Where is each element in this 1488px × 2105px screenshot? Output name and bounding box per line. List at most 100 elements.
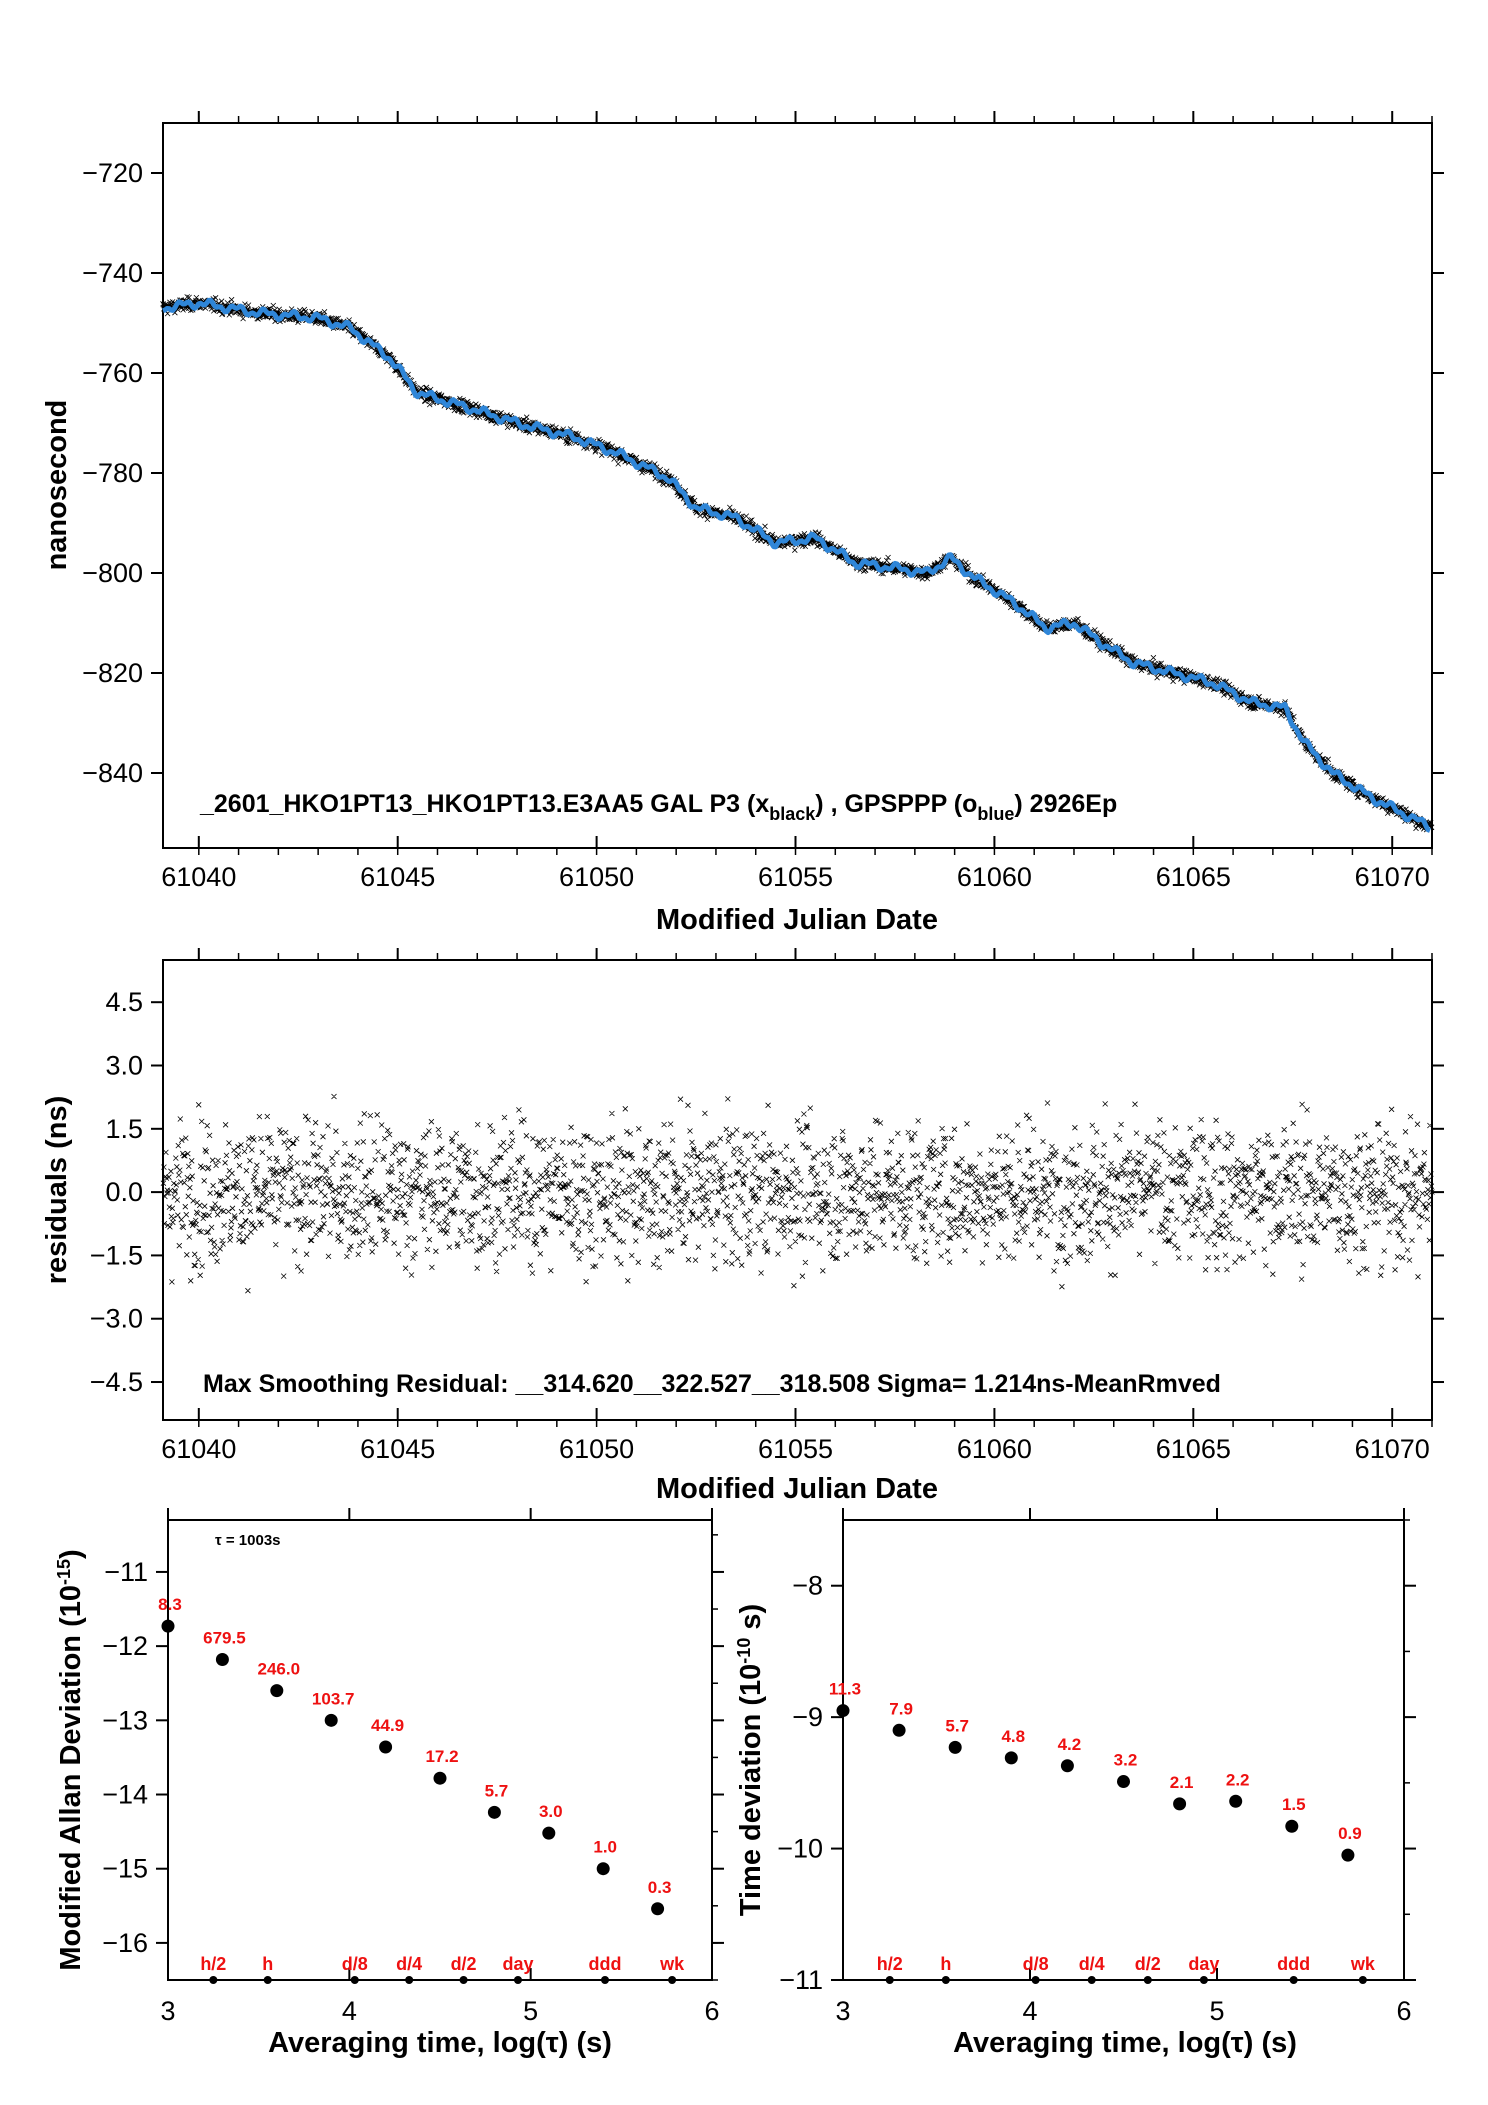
time-marker-label: h/2 xyxy=(877,1954,903,1974)
y-tick-label: −15 xyxy=(102,1854,148,1884)
stability-point-label: 4.8 xyxy=(1001,1727,1025,1746)
y-tick-label: −10 xyxy=(777,1834,823,1864)
mdev-ylabel-main: Modified Allan Deviation (10 xyxy=(55,1585,87,1971)
time-marker-dot xyxy=(1289,1976,1298,1984)
stability-point-label: 1.5 xyxy=(1282,1795,1306,1814)
y-tick-label: −820 xyxy=(82,658,143,688)
y-tick-label: −16 xyxy=(102,1928,148,1958)
tdev-ylabel: Time deviation (10-10 s) xyxy=(734,1604,767,1916)
mdev-ylabel-exp: -15 xyxy=(54,1559,74,1585)
x-tick-label: 61060 xyxy=(957,1434,1032,1464)
stability-point-label: 246.0 xyxy=(258,1660,301,1679)
time-marker-dot xyxy=(263,1976,272,1984)
y-tick-label: −12 xyxy=(102,1631,148,1661)
mdev-ylabel: Modified Allan Deviation (10-15) xyxy=(54,1549,87,1970)
residuals-series xyxy=(160,1093,1435,1294)
x-tick-label: 61050 xyxy=(559,862,634,892)
stability-point-label: 17.2 xyxy=(425,1747,458,1766)
time-marker-dot xyxy=(1031,1976,1040,1984)
tdev-xlabel: Averaging time, log(τ) (s) xyxy=(953,2027,1297,2059)
stability-point xyxy=(651,1902,665,1916)
y-tick-label: −840 xyxy=(82,758,143,788)
time-marker-dot xyxy=(601,1976,610,1984)
x-tick-label: 61055 xyxy=(758,862,833,892)
stability-point-label: 5.7 xyxy=(945,1716,969,1735)
x-tick-label: 61065 xyxy=(1156,1434,1231,1464)
stability-point-label: 1.0 xyxy=(593,1838,617,1857)
stability-point-label: 4.2 xyxy=(1058,1735,1082,1754)
y-tick-label: −8 xyxy=(792,1571,823,1601)
annotation-mid: ) , GPSPPP (o xyxy=(815,790,977,818)
tdev-ylabel-exp: -10 xyxy=(734,1638,754,1664)
stability-point-label: 8.3 xyxy=(158,1595,182,1614)
y-tick-label: −9 xyxy=(792,1702,823,1732)
time-marker-dot xyxy=(885,1976,894,1984)
x-tick-label: 61070 xyxy=(1355,862,1430,892)
stability-point xyxy=(1004,1751,1018,1765)
timeseries-ylabel: nanosecond xyxy=(41,400,73,571)
x-tick-label: 3 xyxy=(160,1996,175,2026)
mdev-xlabel: Averaging time, log(τ) (s) xyxy=(268,2027,612,2059)
y-tick-label: −800 xyxy=(82,558,143,588)
mdev-frame xyxy=(167,1519,713,1981)
time-marker-dot xyxy=(668,1976,677,1984)
tdev-panel: 3 4 5 6 −8 −9 −10 −11 11.3 7.9 5.7 4.8 4.2 3.2 2.1 2.2… xyxy=(734,1508,1416,2059)
tdev-ylabel-main: Time deviation (10 xyxy=(735,1664,767,1917)
y-tick-label: −780 xyxy=(82,458,143,488)
y-tick-label: 1.5 xyxy=(105,1114,143,1144)
annotation-sub-blue: blue xyxy=(977,804,1014,824)
timeseries-frame xyxy=(162,122,1433,849)
time-marker-dot xyxy=(1199,1976,1208,1984)
stability-point xyxy=(487,1805,501,1819)
y-tick-label: 4.5 xyxy=(105,987,143,1017)
time-marker-dot xyxy=(209,1976,218,1984)
y-tick-label: −760 xyxy=(82,358,143,388)
time-marker-label: day xyxy=(502,1954,533,1974)
mdev-ticks: 3 4 5 6 −11 −12 −13 −14 −15 −16 xyxy=(102,1508,724,2026)
x-tick-label: 6 xyxy=(1396,1996,1411,2026)
x-tick-label: 61070 xyxy=(1355,1434,1430,1464)
time-marker-label: ddd xyxy=(589,1954,622,1974)
annotation-prefix: _2601_HKO1PT13_HKO1PT13.E3AA5 GAL P3 (x xyxy=(199,790,769,818)
time-marker-label: ddd xyxy=(1277,1954,1310,1974)
stability-point xyxy=(542,1826,556,1840)
tdev-points: 11.3 7.9 5.7 4.8 4.2 3.2 2.1 2.2 1.5 0.9 xyxy=(829,1680,1362,1862)
tdev-ylabel-end: s) xyxy=(735,1604,767,1638)
timeseries-panel: 61040 61045 61050 61055 61060 61065 61070 −720 −… xyxy=(41,111,1444,936)
x-tick-label: 5 xyxy=(1209,1996,1224,2026)
x-tick-label: 4 xyxy=(1022,1996,1037,2026)
mdev-ylabel-end: ) xyxy=(55,1549,87,1559)
y-tick-label: −1.5 xyxy=(90,1240,143,1270)
y-tick-label: 0.0 xyxy=(105,1177,143,1207)
y-tick-label: −3.0 xyxy=(90,1304,143,1334)
stability-point-label: 3.2 xyxy=(1114,1751,1138,1770)
y-tick-label: −720 xyxy=(82,158,143,188)
stability-point-label: 2.1 xyxy=(1170,1773,1194,1792)
stability-point xyxy=(1341,1848,1355,1862)
residuals-ticks: 61040 61045 61050 61055 61060 61065 61070 4.5 3.… xyxy=(90,948,1444,1464)
time-marker-label: wk xyxy=(659,1954,685,1974)
y-tick-label: −13 xyxy=(102,1705,148,1735)
time-marker-label: d/4 xyxy=(1079,1954,1105,1974)
stability-point xyxy=(270,1684,284,1698)
mdev-time-markers: h/2 h d/8 d/4 d/2 day ddd wk xyxy=(200,1954,685,1984)
time-marker-dot xyxy=(405,1976,414,1984)
time-marker-label: day xyxy=(1188,1954,1219,1974)
time-marker-label: h xyxy=(940,1954,951,1974)
y-tick-label: 3.0 xyxy=(105,1051,143,1081)
time-marker-dot xyxy=(941,1976,950,1984)
x-tick-label: 61060 xyxy=(957,862,1032,892)
stability-point xyxy=(1229,1794,1243,1808)
residuals-frame xyxy=(162,959,1433,1421)
stability-point xyxy=(324,1713,338,1727)
x-tick-label: 5 xyxy=(523,1996,538,2026)
stability-point xyxy=(161,1619,175,1633)
stability-point-label: 5.7 xyxy=(485,1781,509,1800)
time-marker-label: d/4 xyxy=(396,1954,422,1974)
timeseries-annotation: _2601_HKO1PT13_HKO1PT13.E3AA5 GAL P3 (x b… xyxy=(199,790,1117,824)
y-tick-label: −11 xyxy=(779,1965,823,1995)
gpsppp-series xyxy=(162,297,1431,833)
stability-point xyxy=(948,1740,962,1754)
